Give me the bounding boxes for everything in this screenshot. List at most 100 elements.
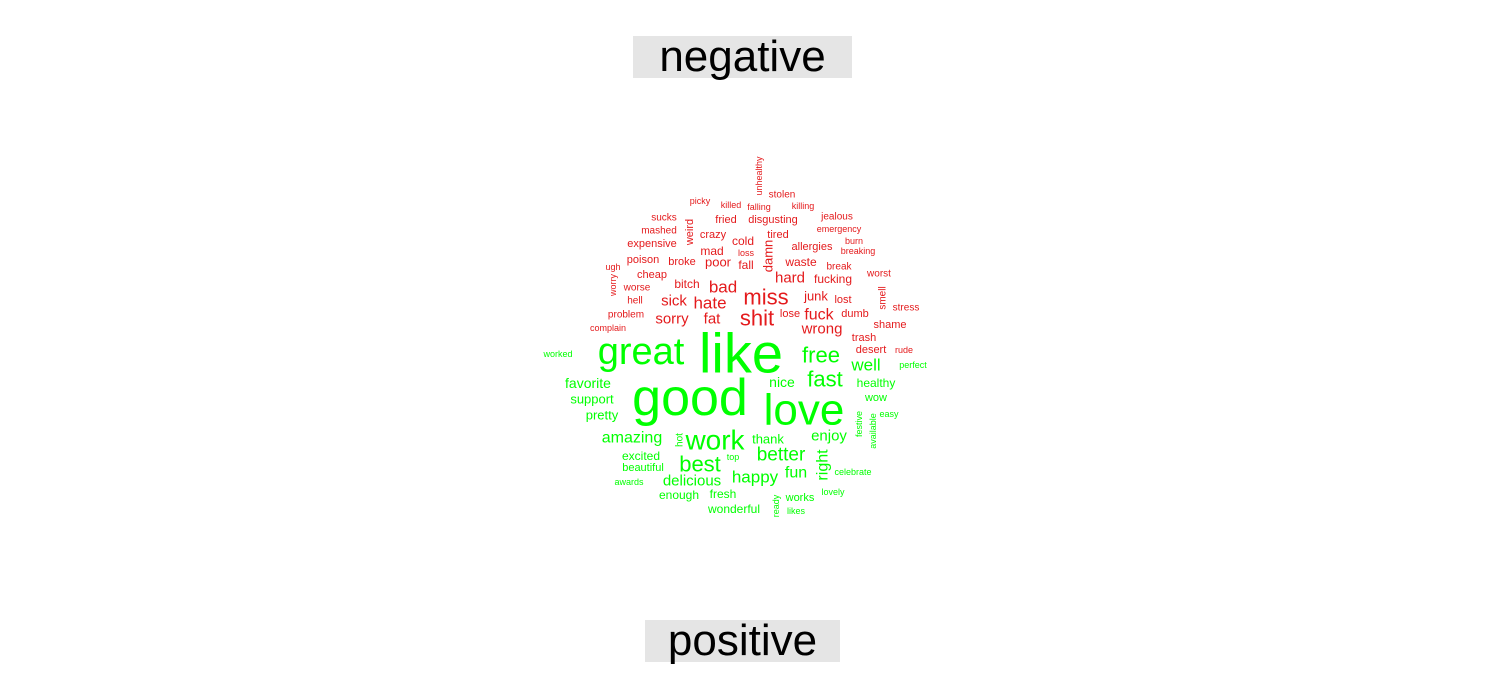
word-negative-weird: weird bbox=[684, 219, 696, 246]
word-positive-excited: excited bbox=[622, 449, 660, 463]
word-negative-stress: stress bbox=[893, 303, 920, 314]
word-positive-healthy: healthy bbox=[857, 376, 896, 390]
word-negative-fried: fried bbox=[715, 214, 736, 226]
word-negative-dumb: dumb bbox=[841, 308, 869, 320]
word-negative-killing: killing bbox=[792, 201, 815, 211]
word-negative-fall: fall bbox=[738, 258, 753, 272]
word-positive-wonderful: wonderful bbox=[707, 502, 760, 516]
word-positive-beautiful: beautiful bbox=[622, 462, 664, 474]
word-negative-waste: waste bbox=[784, 255, 817, 269]
word-negative-damn: damn bbox=[761, 240, 776, 273]
word-negative-emergency: emergency bbox=[817, 224, 862, 234]
word-negative-cold: cold bbox=[732, 234, 754, 248]
word-negative-stolen: stolen bbox=[769, 190, 796, 201]
word-negative-wrong: wrong bbox=[801, 321, 843, 338]
word-negative-bad: bad bbox=[709, 278, 737, 297]
word-positive-great: great bbox=[598, 331, 685, 373]
word-negative-worse: worse bbox=[623, 283, 651, 294]
word-negative-complain: complain bbox=[590, 323, 626, 333]
word-negative-breaking: breaking bbox=[841, 246, 876, 256]
word-positive-ready: ready bbox=[771, 494, 781, 517]
word-negative-poor: poor bbox=[705, 255, 732, 270]
word-negative-disgusting: disgusting bbox=[748, 214, 798, 226]
word-positive-worked: worked bbox=[542, 349, 572, 359]
word-positive-work: work bbox=[684, 425, 745, 456]
word-positive-thank: thank bbox=[752, 432, 784, 447]
word-negative-sucks: sucks bbox=[651, 213, 677, 224]
word-negative-miss: miss bbox=[743, 285, 788, 310]
word-positive-pretty: pretty bbox=[586, 408, 619, 423]
word-positive-support: support bbox=[570, 392, 614, 407]
word-positive-delicious: delicious bbox=[663, 473, 721, 490]
word-positive-happy: happy bbox=[732, 468, 779, 487]
word-positive-enough: enough bbox=[659, 488, 699, 502]
word-negative-smell: smell bbox=[878, 286, 889, 309]
word-positive-top: top bbox=[727, 452, 740, 462]
word-positive-love: love bbox=[764, 386, 845, 435]
group-label-positive: positive bbox=[645, 619, 840, 663]
word-negative-hate: hate bbox=[693, 294, 726, 313]
word-negative-problem: problem bbox=[608, 310, 644, 321]
word-negative-broke: broke bbox=[668, 256, 696, 268]
word-negative-shame: shame bbox=[873, 319, 906, 331]
word-negative-loss: loss bbox=[738, 248, 755, 258]
word-negative-sorry: sorry bbox=[655, 311, 689, 328]
word-positive-hot: hot bbox=[675, 433, 686, 447]
word-negative-jealous: jealous bbox=[820, 212, 853, 223]
word-negative-expensive: expensive bbox=[627, 238, 677, 250]
word-positive-like: like bbox=[699, 322, 783, 385]
word-negative-tired: tired bbox=[767, 229, 788, 241]
word-positive-perfect: perfect bbox=[899, 360, 927, 370]
word-positive-good: good bbox=[632, 369, 748, 427]
word-negative-fat: fat bbox=[704, 311, 722, 328]
word-positive-favorite: favorite bbox=[565, 375, 611, 391]
word-negative-fucking: fucking bbox=[814, 272, 852, 286]
word-negative-allergies: allergies bbox=[792, 241, 833, 253]
word-negative-mashed: mashed bbox=[641, 226, 677, 237]
word-positive-works: works bbox=[785, 492, 815, 504]
word-negative-picky: picky bbox=[690, 196, 711, 206]
word-negative-burn: burn bbox=[845, 236, 863, 246]
word-negative-poison: poison bbox=[627, 254, 659, 266]
word-negative-hell: hell bbox=[627, 296, 643, 307]
word-negative-crazy: crazy bbox=[700, 229, 727, 241]
word-positive-wow: wow bbox=[864, 392, 887, 404]
word-negative-desert: desert bbox=[856, 344, 887, 356]
word-positive-celebrate: celebrate bbox=[834, 467, 871, 477]
word-positive-likes: likes bbox=[787, 506, 806, 516]
word-positive-fast: fast bbox=[807, 367, 842, 392]
word-positive-right: right bbox=[815, 449, 832, 481]
word-negative-mad: mad bbox=[700, 244, 723, 258]
word-negative-unhealthy: unhealthy bbox=[754, 156, 764, 196]
word-positive-fresh: fresh bbox=[710, 487, 737, 501]
word-negative-rude: rude bbox=[895, 345, 913, 355]
word-positive-festive: festive bbox=[854, 411, 864, 437]
word-negative-ugh: ugh bbox=[605, 262, 620, 272]
word-negative-fuck: fuck bbox=[804, 307, 834, 324]
word-positive-nice: nice bbox=[769, 374, 795, 390]
word-negative-lost: lost bbox=[834, 294, 851, 306]
word-positive-awards: awards bbox=[614, 477, 644, 487]
word-negative-break: break bbox=[826, 262, 852, 273]
word-negative-worry: worry bbox=[608, 274, 618, 297]
word-negative-bitch: bitch bbox=[674, 277, 699, 291]
word-positive-enjoy: enjoy bbox=[811, 428, 847, 445]
word-positive-free: free bbox=[802, 343, 840, 368]
word-positive-easy: easy bbox=[879, 409, 899, 419]
word-negative-shit: shit bbox=[740, 306, 774, 331]
word-negative-lose: lose bbox=[780, 308, 800, 320]
word-positive-best: best bbox=[679, 452, 721, 477]
word-positive-fun: fun bbox=[785, 465, 807, 482]
word-negative-junk: junk bbox=[803, 289, 828, 304]
word-negative-falling: falling bbox=[747, 202, 771, 212]
group-label-negative: negative bbox=[633, 35, 852, 79]
word-positive-better: better bbox=[757, 445, 806, 466]
word-negative-sick: sick bbox=[661, 293, 687, 310]
word-positive-available: available bbox=[868, 413, 878, 449]
word-negative-killed: killed bbox=[721, 200, 742, 210]
word-positive-well: well bbox=[850, 356, 880, 375]
word-negative-hard: hard bbox=[775, 270, 805, 287]
word-positive-lovely: lovely bbox=[821, 487, 845, 497]
word-negative-trash: trash bbox=[852, 332, 876, 344]
